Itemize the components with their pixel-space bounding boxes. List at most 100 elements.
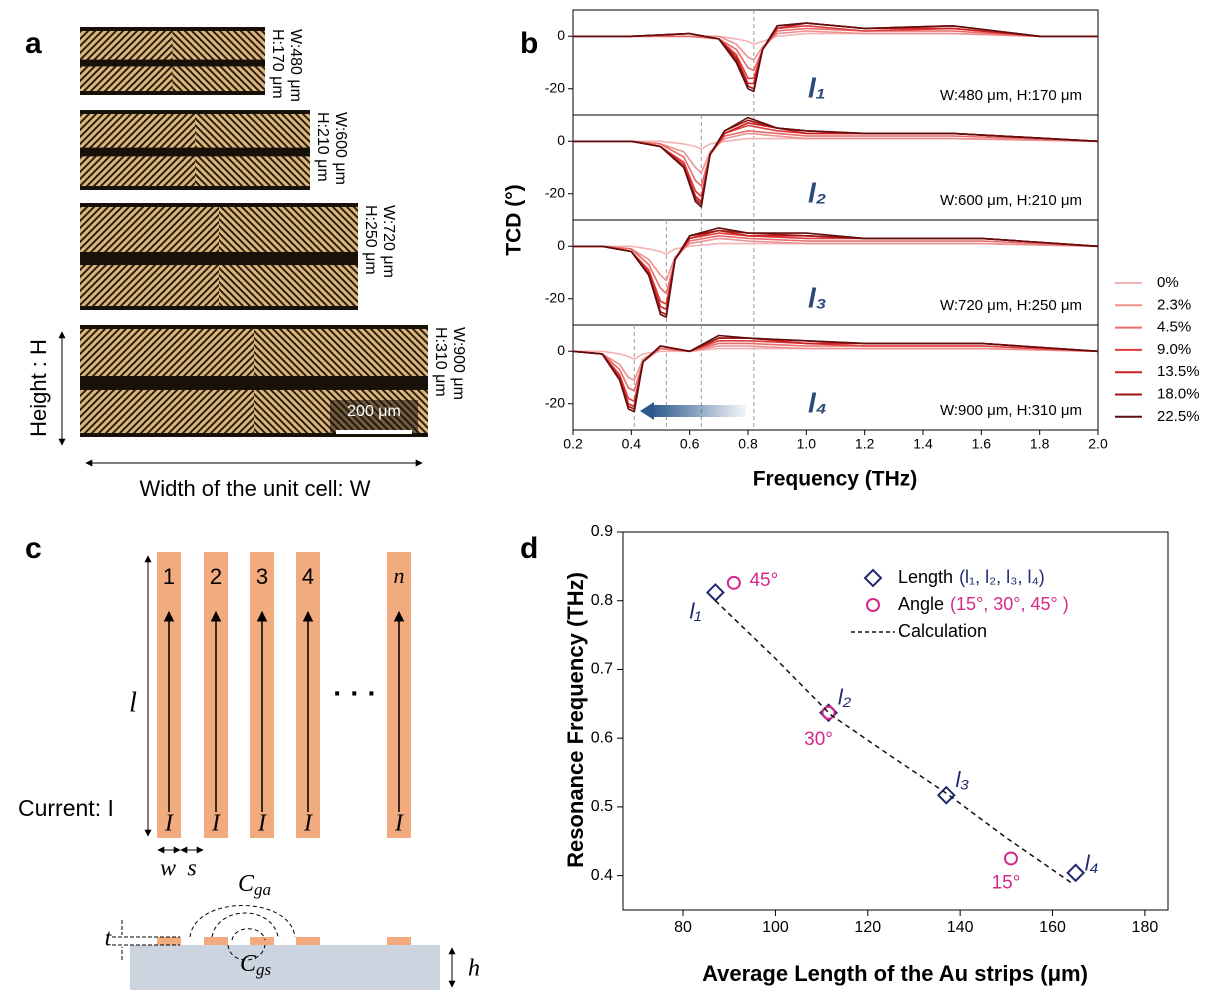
x-tick-label: 0.8 (738, 436, 758, 452)
x-tick-label: 1.8 (1030, 436, 1050, 452)
y-axis-title: Resonance Frequency (THz) (563, 572, 588, 868)
strip-pattern (172, 31, 265, 60)
shift-arrow (652, 405, 746, 417)
current-symbol: I (211, 811, 221, 837)
circle-marker (726, 575, 741, 590)
strip-section (250, 937, 274, 945)
height-label: H:310 μm (432, 327, 449, 397)
scale-bar-label: 200 μm (347, 403, 401, 420)
current-symbol: I (257, 811, 267, 837)
field-lines (189, 905, 296, 941)
tcd-line (573, 122, 1099, 203)
height-title: Height : H (26, 339, 51, 437)
y-tick-label: 0.9 (591, 523, 613, 540)
strip-number: 2 (210, 564, 222, 589)
x-tick-label: 1.2 (855, 436, 875, 452)
plot-frame (622, 531, 1169, 911)
point-label: l₃ (955, 767, 969, 792)
strip-pattern (80, 389, 254, 433)
diamond-marker (1066, 863, 1086, 883)
strip-pattern (80, 207, 219, 252)
legend-detail: (15°, 30°, 45° ) (950, 594, 1069, 614)
y-axis-title: TCD (°) (503, 184, 526, 255)
point-label: l₂ (838, 685, 852, 710)
tcd-line (573, 116, 1099, 208)
cap-symbol: C (240, 951, 257, 977)
strip-number: 1 (163, 564, 175, 589)
strip-pattern (80, 66, 173, 91)
strip-pattern (172, 66, 265, 91)
width-label: W:720 μm (380, 205, 397, 278)
strip-section (296, 937, 320, 945)
y-tick-label: 0.4 (591, 867, 613, 884)
strip-number: 4 (302, 564, 314, 589)
panel-label: b (520, 27, 538, 60)
width-label: W:600 μm (332, 112, 349, 185)
substrate (130, 945, 440, 990)
cap-subscript: gs (256, 960, 272, 979)
x-tick-label: 1.6 (972, 436, 992, 452)
strip-pattern (219, 265, 358, 306)
cap-subscript: ga (254, 880, 271, 899)
legend-label: 18.0% (1157, 385, 1200, 402)
diamond-marker (705, 583, 725, 602)
strip-number: 3 (256, 564, 268, 589)
strip-pattern (80, 31, 173, 60)
y-tick-label: -20 (545, 394, 565, 410)
shift-arrowhead (640, 402, 654, 420)
point-label: l₄ (1085, 851, 1099, 876)
y-tick-label: 0 (557, 27, 565, 43)
tcd-line (573, 237, 1099, 282)
panel-label: d (520, 532, 538, 565)
legend-label: Calculation (898, 621, 987, 641)
panel-label: c (25, 532, 42, 565)
strip-pattern (195, 156, 310, 186)
legend-label: 4.5% (1157, 319, 1191, 336)
subplot-label: l₄ (808, 387, 827, 418)
x-tick-label: 120 (854, 919, 881, 936)
strip-number: n (394, 563, 405, 588)
circle-marker (821, 705, 836, 720)
current-label: Current: I (18, 795, 114, 821)
height-label: H:210 μm (314, 112, 331, 182)
legend-label: 13.5% (1157, 363, 1200, 380)
y-tick-label: 0.7 (591, 661, 613, 678)
cap-symbol: C (238, 871, 255, 897)
strip-section (387, 937, 411, 945)
diamond-marker (863, 568, 883, 588)
y-tick-label: -20 (545, 184, 565, 200)
strip-pattern (80, 156, 195, 186)
x-tick-label: 80 (674, 919, 692, 936)
x-axis-title: Average Length of the Au strips (μm) (702, 961, 1088, 986)
tcd-line (572, 345, 1099, 381)
legend-label: 9.0% (1157, 341, 1191, 358)
legend-name: Length (898, 567, 953, 587)
tcd-line (573, 132, 1099, 174)
strip-pattern (80, 114, 195, 148)
x-tick-label: 1.0 (797, 436, 817, 452)
x-tick-label: 0.4 (622, 436, 642, 452)
point-label: l₁ (689, 598, 701, 623)
tcd-line (573, 22, 1098, 93)
subplot-label: l₁ (808, 72, 826, 103)
subplot-frame (572, 324, 1099, 431)
x-tick-label: 0.6 (680, 436, 700, 452)
strip-pattern (195, 114, 310, 148)
tcd-line (573, 227, 1099, 318)
thickness-marks (112, 920, 180, 960)
strip-section (204, 937, 228, 945)
subplot-label: l₃ (808, 282, 827, 313)
x-tick-label: 160 (1039, 919, 1066, 936)
strip-pattern (254, 329, 428, 377)
y-tick-label: 0 (557, 237, 565, 253)
annotation: W:600 μm, H:210 μm (940, 192, 1082, 209)
legend-label: 22.5% (1157, 408, 1200, 425)
x-tick-label: 0.2 (563, 436, 583, 452)
tcd-line (573, 27, 1098, 72)
strip-pattern (80, 265, 219, 306)
height-label: H:170 μm (269, 29, 286, 99)
x-tick-label: 140 (947, 919, 974, 936)
strip-pattern (219, 207, 358, 252)
length-symbol: l (129, 687, 137, 718)
y-tick-label: 0.5 (591, 798, 613, 815)
